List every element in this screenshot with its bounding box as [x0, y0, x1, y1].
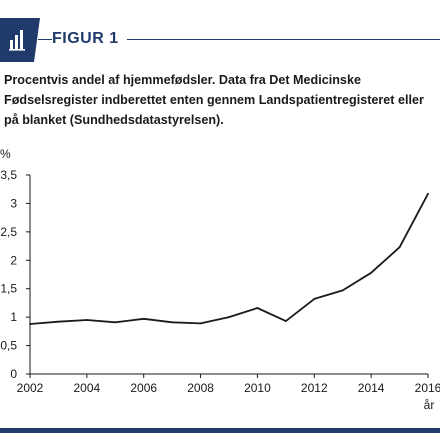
y-tick-label: 0,5: [0, 339, 17, 353]
x-axis-unit-label: år: [424, 398, 435, 412]
chart-area: % 0 0,5 1 1,5 2 2,5 3 3,5 2002 2004 2006 2008 2010 201…: [0, 144, 440, 424]
header-rule: [38, 39, 440, 40]
x-tick-label: 2004: [74, 381, 101, 395]
data-point: [370, 271, 373, 274]
data-point: [85, 319, 88, 321]
y-tick-label: 2: [10, 253, 17, 267]
y-tick-label: 2,5: [0, 225, 17, 239]
x-tick-label: 2008: [187, 381, 214, 395]
x-tick-label: 2012: [301, 381, 328, 395]
y-tick-label: 3,5: [0, 168, 17, 182]
data-point: [142, 317, 145, 320]
x-tick-label: 2002: [17, 381, 44, 395]
data-point: [313, 298, 316, 300]
data-point: [427, 192, 429, 195]
bottom-rule: [0, 428, 440, 433]
y-axis-unit-label: %: [0, 147, 11, 161]
figure-label: FIGUR 1: [52, 30, 127, 48]
y-tick-label: 1,5: [0, 282, 17, 296]
data-point: [57, 320, 60, 323]
data-point: [114, 321, 117, 324]
bar-chart-icon: [0, 18, 40, 62]
data-point: [171, 321, 174, 324]
x-tick-label: 2016: [415, 381, 440, 395]
y-tick-label: 0: [10, 367, 17, 381]
x-tick-label: 2014: [358, 381, 385, 395]
data-point: [199, 322, 202, 325]
data-point: [398, 246, 401, 249]
figure-caption: Procentvis andel af hjemmefødsler. Data …: [4, 73, 424, 127]
x-tick-label: 2010: [244, 381, 271, 395]
data-point: [228, 316, 230, 319]
data-point: [256, 307, 259, 309]
data-point: [341, 289, 344, 292]
x-tick-label: 2006: [130, 381, 157, 395]
data-point: [29, 323, 31, 325]
data-line: [29, 193, 429, 325]
line-chart: % 0 0,5 1 1,5 2 2,5 3 3,5 2002 2004 2006 2008 2010 201…: [0, 147, 440, 412]
figure-header: FIGUR 1: [0, 18, 440, 62]
y-tick-label: 1: [10, 310, 17, 324]
y-tick-label: 3: [10, 196, 17, 210]
data-point: [284, 320, 287, 323]
